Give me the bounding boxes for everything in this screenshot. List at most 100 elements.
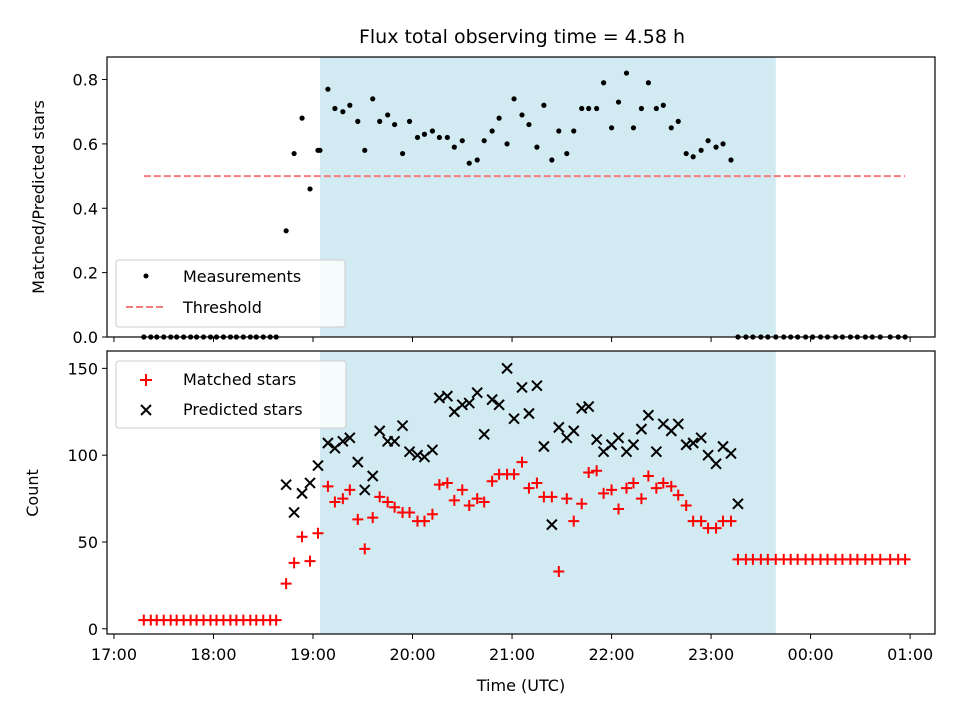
measurements-point [579,105,585,112]
matched-stars-point [561,493,573,505]
matched-stars-point [606,484,618,496]
measurements-point [683,150,689,157]
predicted-stars-point [493,399,505,411]
matched-stars-point [695,515,707,527]
y-tick-label: 0.4 [73,199,98,218]
measurements-point [347,102,353,108]
predicted-stars-point [312,459,324,472]
matched-stars-point [583,467,595,479]
matched-stars-point [486,475,498,487]
matched-stars-point [471,493,483,505]
measurements-point [444,134,450,141]
measurements-point [877,334,883,340]
measurements-point [564,150,570,157]
x-tick-label: 22:00 [589,645,635,664]
chart-title: Flux total observing time = 4.58 h [359,26,685,48]
matched-stars-point [665,480,677,492]
measurements-point [332,105,338,112]
y-tick-label: 150 [67,359,98,378]
measurements-point [824,334,831,340]
matched-stars-point [531,477,543,489]
x-tick-label: 21:00 [489,645,535,664]
measurements-point [489,128,495,134]
matched-stars-point [463,500,475,512]
measurements-point [735,334,741,340]
counts-y-axis-label: Count [23,469,42,517]
matched-stars-point [546,491,558,503]
predicted-stars-point [344,432,356,444]
predicted-stars-point [456,399,468,411]
measurements-point [541,102,547,108]
measurements-point [340,109,346,115]
counts-marks [138,363,911,626]
predicted-stars-point [687,437,699,449]
measurements-point [168,334,174,340]
matched-stars-point [478,496,490,508]
measurements-point [705,138,711,144]
measurements-point [788,334,794,340]
measurements-point [213,334,220,340]
measurements-point [832,334,839,340]
measurements-point [174,334,180,340]
measurements-point [307,186,313,192]
x-tick-label: 01:00 [887,645,933,664]
measurements-point [809,334,816,340]
matched-stars-point [657,477,669,489]
measurements-point [325,86,331,92]
legend-predicted-stars-label: Predicted stars [183,400,303,419]
measurements-point [370,96,376,102]
predicted-stars-point [288,506,300,519]
y-tick-label: 50 [78,533,98,552]
predicted-stars-point [568,425,580,437]
measurements-point [839,334,846,340]
measurements-point [795,334,801,340]
matched-stars-point [899,553,911,565]
y-tick-label: 0.0 [73,328,98,347]
measurements-point [638,105,645,112]
matched-stars-point [448,494,460,506]
ratio-marks [141,70,908,340]
measurements-point [549,157,555,163]
matched-stars-point [280,578,292,590]
x-tick-label: 18:00 [190,645,236,664]
measurements-point [253,334,259,340]
counts-ticks: 17:00 18:00 19:00 20:00 21:00 22:00 23:00 00:00… [67,359,933,664]
predicted-stars-point [411,449,424,461]
predicted-stars-point [575,402,588,415]
measurements-point [141,334,147,340]
predicted-stars-point [546,518,558,531]
predicted-stars-point [478,428,490,441]
measurements-point [233,334,239,340]
matched-stars-point [516,456,528,468]
measurements-point [615,99,622,105]
measurements-point [743,334,749,340]
matched-stars-point [642,470,654,482]
counts-legend: Matched stars Predicted stars [115,360,347,429]
matched-stars-point [598,487,610,499]
measurements-point [862,334,868,340]
predicted-stars-point [732,498,744,510]
measurements-point [355,118,361,124]
measurements-point [385,112,391,118]
matched-stars-point [523,482,535,494]
y-tick-label: 0.6 [73,135,98,154]
predicted-stars-point [359,484,371,496]
predicted-stars-point [695,432,707,444]
measurements-point [750,334,756,340]
legend-matched-stars-swatch [140,374,152,386]
predicted-stars-point [538,440,550,453]
ratio-shaded-interval [319,57,776,337]
predicted-stars-point [672,418,684,430]
measurements-point [854,334,860,340]
predicted-stars-point [352,456,364,468]
measurements-point [728,157,734,163]
measurements-point [817,334,824,340]
measurements-point [556,128,562,134]
matched-stars-point [568,515,580,527]
matched-stars-point [296,531,308,543]
matched-stars-point [312,527,324,539]
measurements-point [414,134,421,141]
matched-stars-point [352,513,364,525]
ratio-legend: Measurements Threshold [115,259,346,328]
measurements-point [181,334,187,340]
